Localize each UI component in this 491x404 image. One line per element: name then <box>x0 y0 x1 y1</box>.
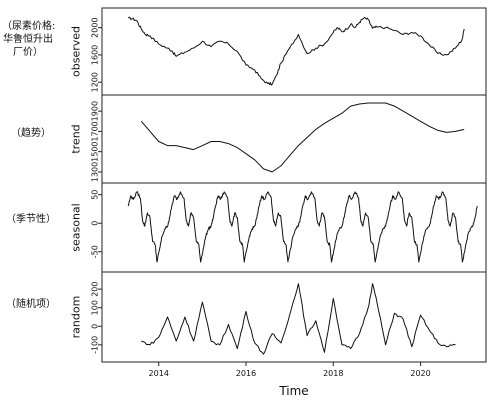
series-line-seasonal <box>127 191 478 263</box>
y-tick-label-observed: 1600 <box>91 45 100 65</box>
y-tick-label-random: 0 <box>91 324 100 329</box>
annotation-random: （随机项） <box>2 298 60 311</box>
y-tick-label-seasonal: 0 <box>91 221 100 226</box>
series-line-trend <box>140 102 465 173</box>
y-tick-label-trend: 1300 <box>91 162 100 182</box>
y-tick-label-trend: 1900 <box>91 101 100 121</box>
annotation-line: 厂价） <box>13 47 43 58</box>
axis-label-observed: observed <box>70 26 83 77</box>
annotation-seasonal: （季节性） <box>2 213 60 226</box>
y-tick-label-seasonal: 50 <box>91 190 100 200</box>
annotation-line: （随机项） <box>6 299 56 310</box>
y-tick-label-random: -100 <box>91 336 100 354</box>
axis-label-seasonal: seasonal <box>70 203 83 251</box>
y-tick-label-random: 200 <box>91 282 100 297</box>
axis-label-random: random <box>70 296 83 339</box>
series-line-observed <box>127 16 465 86</box>
annotation-trend: （趋势） <box>2 127 60 140</box>
x-tick-label: 2014 <box>149 369 169 378</box>
y-tick-label-seasonal: -50 <box>91 245 100 258</box>
annotation-observed: （尿素价格: 华鲁恒升出 厂价） <box>2 20 56 59</box>
y-tick-label-random: 100 <box>91 300 100 315</box>
axis-label-trend: trend <box>70 124 83 153</box>
panel-frame-observed <box>101 7 487 96</box>
panel-frame-random <box>101 271 487 363</box>
annotation-line: （季节性） <box>6 214 56 225</box>
y-tick-label-observed: 2000 <box>91 17 100 37</box>
x-tick-label: 2016 <box>236 369 256 378</box>
x-tick-label: 2018 <box>323 369 343 378</box>
y-tick-label-trend: 1500 <box>91 141 100 161</box>
annotation-line: （尿素价格: <box>2 21 56 32</box>
x-tick-label: 2020 <box>410 369 430 378</box>
y-tick-label-observed: 1200 <box>91 72 100 92</box>
panel-frame-trend <box>101 94 487 184</box>
annotation-line: 华鲁恒升出 <box>3 34 53 45</box>
annotation-line: （趋势） <box>11 128 51 139</box>
series-line-random <box>141 283 456 355</box>
y-tick-label-trend: 1700 <box>91 121 100 141</box>
x-axis-label: Time <box>278 384 308 398</box>
